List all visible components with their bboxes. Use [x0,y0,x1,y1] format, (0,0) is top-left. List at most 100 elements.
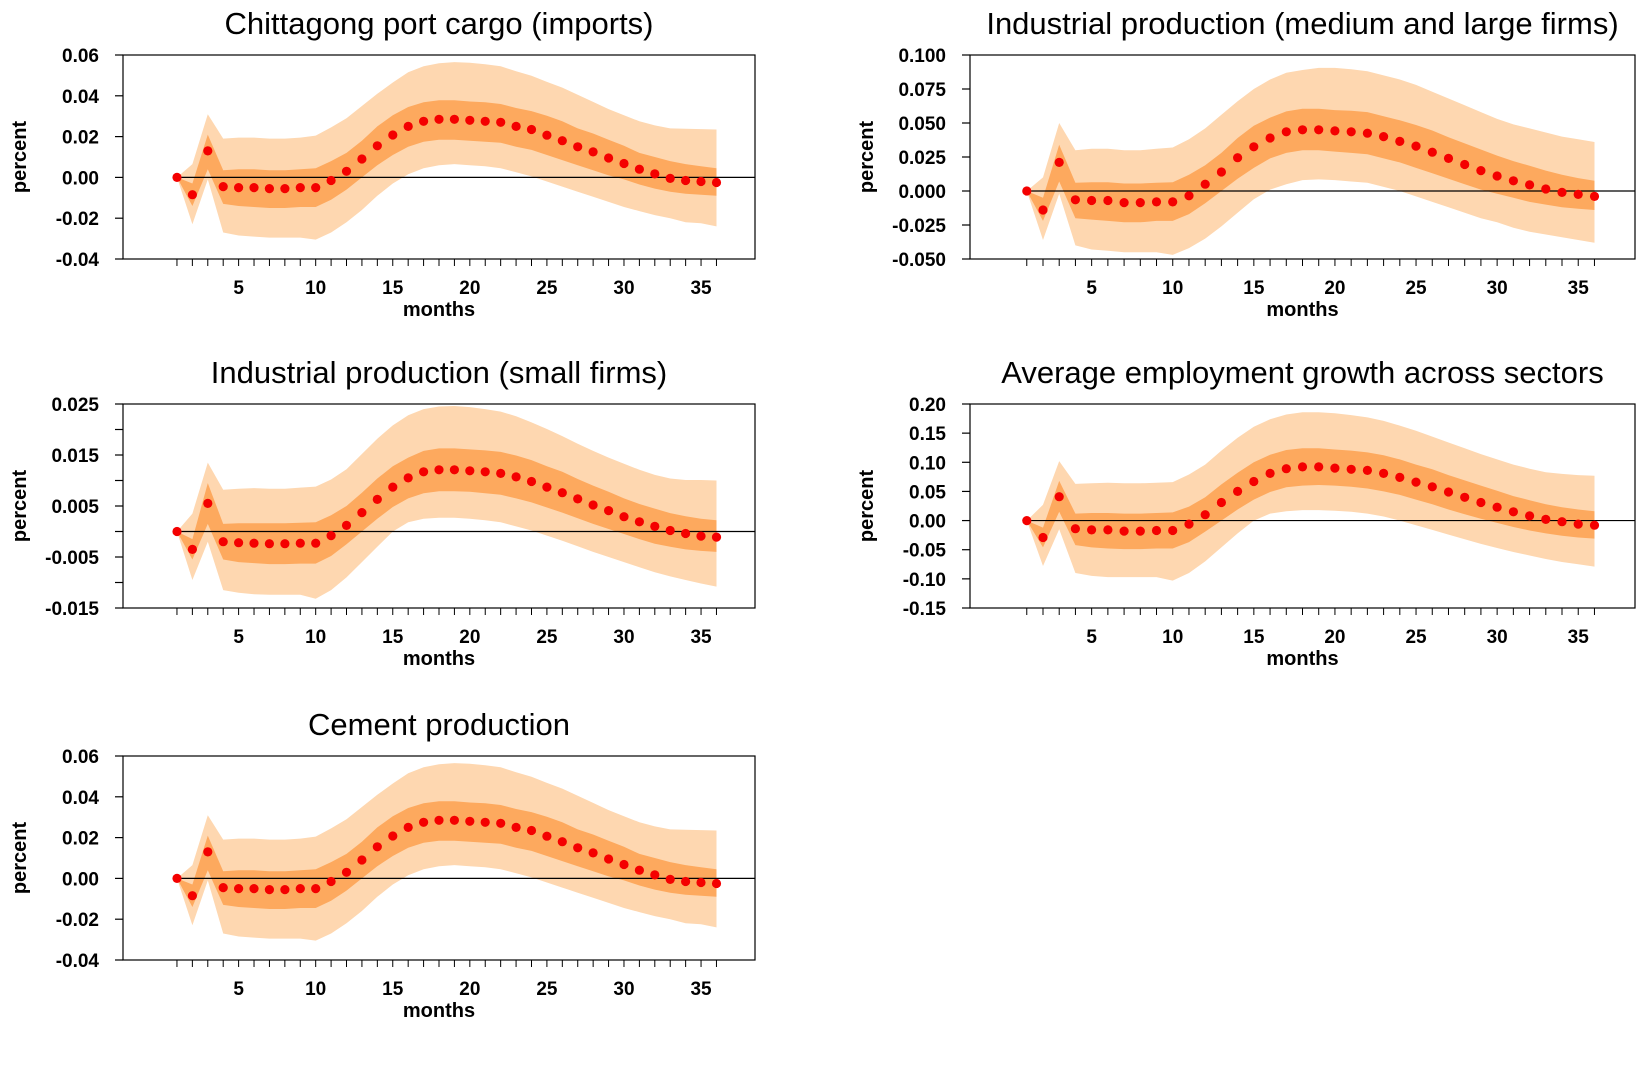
x-tick-label: 5 [1086,627,1097,648]
median-point [1297,125,1308,135]
x-tick-label: 15 [382,979,404,1000]
median-point [1427,147,1437,157]
median-point [1087,195,1097,206]
median-point [280,539,290,549]
y-tick-label: 0.15 [909,424,946,445]
panel-chittagong-port-cargo: -0.04 -0.02 0.00 0.02 0.04 0.06 5 10 15 20 25 30 35 C… [9,6,756,321]
median-point [511,121,521,131]
median-point [1281,464,1291,474]
median-point [1541,514,1551,525]
median-point [604,153,614,163]
panel-title: Average employment growth across sectors [1001,355,1603,390]
median-point [604,854,614,864]
panel-title: Industrial production (small firms) [211,355,668,390]
median-point [496,468,506,478]
y-axis-label: percent [856,470,878,543]
median-point [557,837,567,847]
x-tick-label: 10 [305,278,326,299]
panel-industrial-production-medium-large: -0.050 -0.025 0.000 0.025 0.050 0.075 0.100 5 10… [856,6,1636,321]
median-point [665,525,675,536]
median-point [249,538,259,548]
y-tick-label: 0.02 [62,128,99,149]
median-point [619,512,629,522]
x-tick-label: 30 [613,627,634,648]
x-tick-label: 10 [305,627,326,648]
x-tick-label: 15 [1243,627,1265,648]
median-point [1492,171,1502,181]
y-tick-label: -0.050 [892,250,946,271]
y-tick-label: -0.04 [56,951,100,972]
median-point [1200,510,1210,520]
y-tick-label: 0.075 [898,80,946,101]
median-point [1151,197,1162,207]
median-point [619,859,629,870]
y-tick-label: 0.04 [62,87,99,108]
median-point [1346,464,1356,474]
median-point [1525,180,1535,190]
median-point [573,142,583,152]
x-tick-label: 35 [1568,278,1590,299]
median-point [1460,492,1470,502]
panel-industrial-production-small: -0.015 -0.005 0.005 0.015 0.025 5 10 15 20 25 30 35… [9,355,756,670]
median-point [1070,195,1080,205]
inner-confidence-band [177,100,717,208]
median-point [681,175,691,186]
x-tick-label: 10 [305,979,326,1000]
y-tick-label: 0.06 [62,747,99,768]
median-point [1038,532,1048,543]
median-point [542,831,552,841]
median-point [1476,497,1486,508]
median-point [434,114,444,124]
median-point [1411,477,1421,487]
median-point [542,482,552,492]
median-point [1379,132,1389,142]
y-tick-label: 0.06 [62,46,99,67]
median-point [341,166,352,176]
median-point [1087,525,1097,535]
median-point [1508,507,1518,517]
median-point [264,885,274,895]
inner-confidence-band [1026,448,1595,550]
median-point [1249,476,1259,487]
y-tick-label: 0.015 [51,446,99,467]
median-point [526,825,537,836]
median-point [1314,462,1324,472]
median-point [650,521,660,532]
median-point [665,874,675,885]
median-point [234,183,244,193]
y-tick-label: 0.025 [51,395,99,416]
median-point [665,173,675,183]
median-point [1135,198,1145,208]
median-point [1022,516,1032,526]
outer-confidence-band [177,763,717,941]
median-point [1573,519,1583,529]
median-point [1281,127,1291,137]
x-tick-label: 35 [690,278,712,299]
median-point [341,867,352,877]
median-point [203,498,213,508]
x-axis-label: months [403,299,475,321]
x-tick-label: 25 [1405,278,1427,299]
median-point [480,116,490,126]
x-tick-label: 30 [1487,627,1508,648]
median-point [449,815,459,825]
median-point [372,842,382,852]
median-point [434,815,444,825]
y-tick-label: 0.025 [898,148,946,169]
median-point [1184,519,1194,529]
y-tick-label: 0.04 [62,788,99,809]
median-point [465,466,475,476]
median-point [280,184,290,194]
median-point [573,494,583,504]
median-point [218,537,228,547]
median-point [434,465,444,475]
median-point [1168,525,1178,536]
median-point [1362,128,1372,138]
median-point [557,136,567,146]
median-point [419,467,429,477]
y-tick-label: -0.02 [56,209,99,230]
median-point [526,124,537,135]
median-point [1216,497,1226,508]
y-tick-label: 0.000 [898,182,946,203]
